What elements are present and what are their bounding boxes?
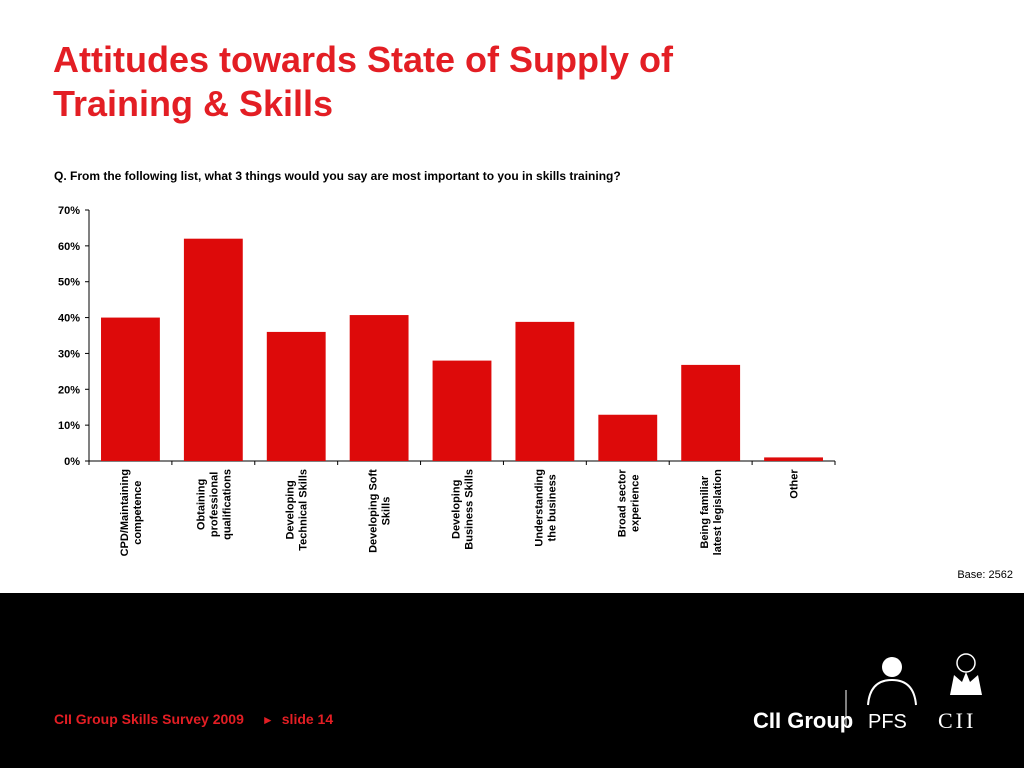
pfs-person-icon [867,657,917,706]
bar [598,414,658,461]
x-category-label: CPD/Maintainingcompetence [119,469,144,556]
x-category-label-line: latest legislation [712,469,724,555]
bar [515,321,575,461]
slide-title-line-2: Training & Skills [53,83,334,124]
pfs-logo: PFS [868,711,907,733]
slide-title: Attitudes towards State of Supply of Tra… [53,38,953,126]
x-category-label: Obtainingprofessionalqualifications [195,469,233,540]
cii-group-logo: CII Group [753,708,853,733]
footer-caption: CII Group Skills Survey 2009 ► slide 14 [54,711,333,727]
y-tick-label: 60% [58,241,80,253]
x-category-label-line: Developing [451,480,463,539]
y-tick-label: 50% [58,277,80,289]
x-category-label-line: Understanding [533,469,545,547]
x-category-label-line: Technical Skills [298,469,310,551]
survey-name: CII Group Skills Survey 2009 [54,711,244,727]
base-count: Base: 2562 [957,569,1013,581]
y-tick-label: 30% [58,348,80,360]
logo-group: CII Group PFS CII [753,653,982,733]
bar-chart: 0% 10% 20% 30% 40% 50% 60% 70% CPD/Maintainingco… [58,205,836,556]
x-category-label-line: CPD/Maintaining [119,469,131,556]
y-tick-label: 20% [58,384,80,396]
footer-band [0,593,1024,768]
cii-logo: CII [938,708,976,733]
x-category-label: Developing SoftSkills [368,469,393,553]
x-category-label-line: Business Skills [464,469,476,550]
arrow-right-icon: ► [261,713,274,727]
x-category-label-line: competence [132,481,144,545]
x-category-label: Being familiarlatest legislation [699,469,724,555]
y-tick-label: 10% [58,420,80,432]
x-category-label-line: Developing [285,480,297,539]
y-tick-label: 40% [58,313,80,325]
slide-number: slide 14 [281,711,334,727]
bar [681,364,741,461]
bar [266,331,326,461]
x-category-label-line: Obtaining [195,479,207,530]
x-category-label: DevelopingBusiness Skills [451,469,476,550]
x-category-label-line: the business [546,474,558,541]
x-category-label: Broad sectorexperience [616,469,641,538]
x-category-label-line: experience [629,475,641,532]
x-category-label-line: Other [789,469,801,499]
x-category-label-line: Being familiar [699,475,711,548]
x-category-label-line: professional [208,472,220,537]
bar [349,315,409,461]
x-category-label-line: Broad sector [616,469,628,538]
x-category-label: Other [789,469,801,499]
y-tick-label: 0% [64,456,80,468]
bar [101,317,160,461]
slide-title-line-1: Attitudes towards State of Supply of [53,39,674,80]
x-category-label-line: qualifications [221,469,233,540]
bar [432,360,492,461]
x-category-label-line: Developing Soft [368,469,380,553]
cii-crest-icon [950,653,982,695]
x-category-label: DevelopingTechnical Skills [285,469,310,551]
survey-question: Q. From the following list, what 3 thing… [54,169,621,183]
x-category-label-line: Skills [381,497,393,526]
bar [183,238,243,461]
x-category-label: Understandingthe business [533,469,558,547]
y-tick-label: 70% [58,205,80,217]
bar [764,457,823,461]
